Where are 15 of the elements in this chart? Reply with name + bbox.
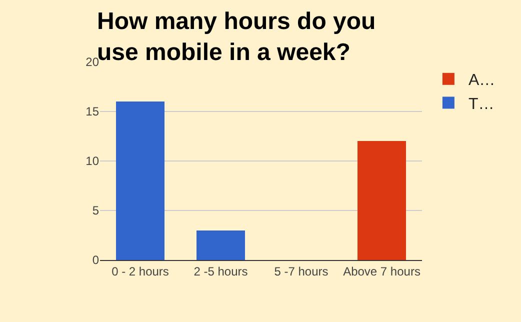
- bar: [116, 102, 164, 260]
- bar: [358, 141, 406, 260]
- legend-label: T…: [468, 96, 494, 113]
- y-tick-label: 15: [86, 104, 100, 119]
- bar: [196, 230, 245, 260]
- x-tick-label: 5 -7 hours: [274, 264, 328, 278]
- x-tick-label: Above 7 hours: [343, 264, 420, 278]
- x-tick-label: 2 -5 hours: [194, 264, 248, 278]
- y-tick-label: 10: [86, 154, 100, 168]
- y-tick-label: 0: [92, 253, 100, 268]
- legend-label: A…: [468, 72, 496, 90]
- x-tick-label: 0 - 2 hours: [112, 264, 169, 278]
- y-tick-label: 5: [92, 204, 100, 218]
- y-tick-label: 20: [86, 55, 100, 70]
- chart-title: How many hours do you use mobile in a week?: [97, 8, 376, 66]
